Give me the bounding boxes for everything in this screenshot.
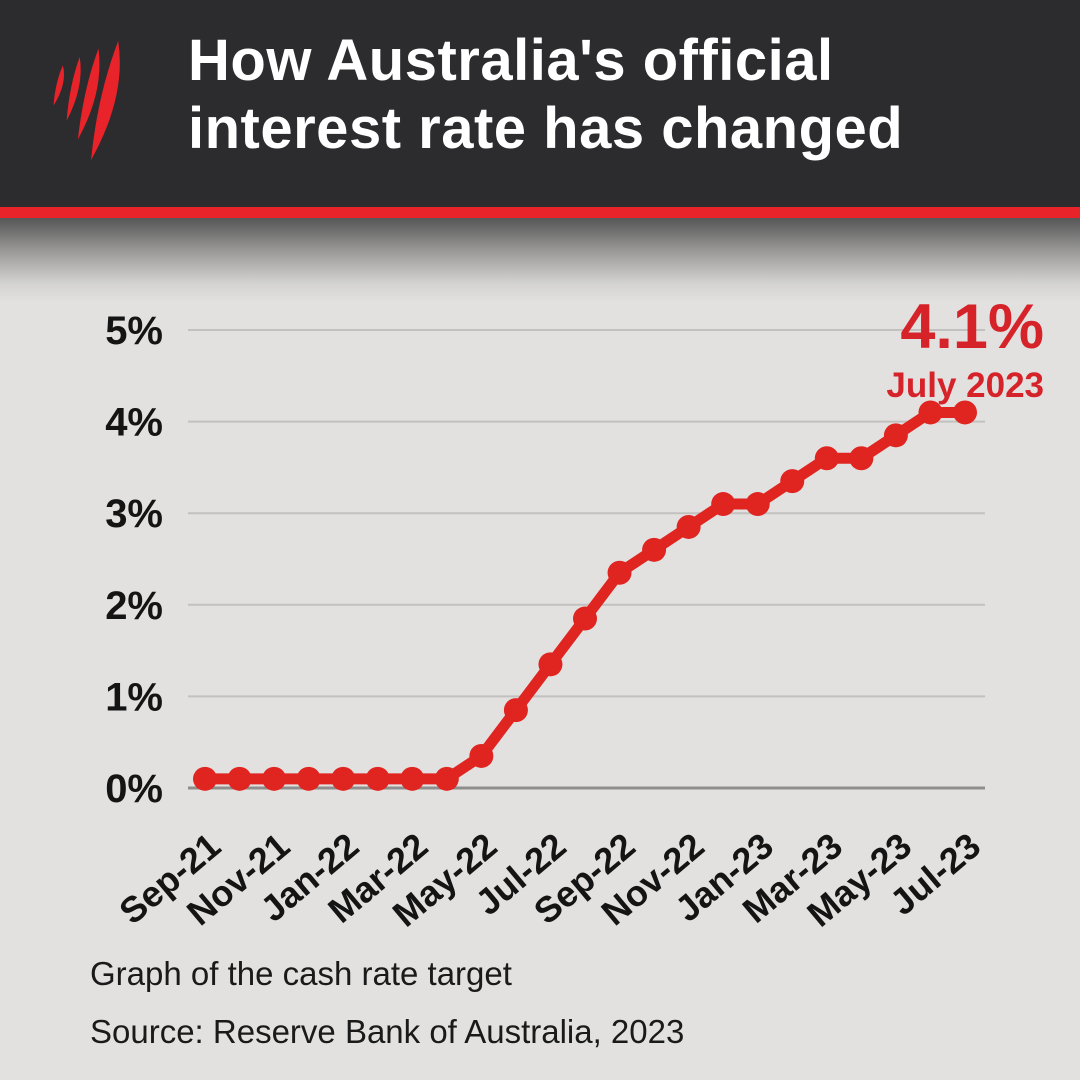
data-point [193,766,217,791]
data-point [296,766,321,791]
footer: Graph of the cash rate target Source: Re… [90,952,684,1067]
data-point [883,423,908,448]
page-title: How Australia's official interest rate h… [188,27,903,163]
data-point [745,492,770,517]
latest-value-annotation: 4.1% July 2023 [886,292,1044,405]
header: How Australia's official interest rate h… [0,0,1080,207]
header-shadow-gradient [0,218,1080,302]
page-title-line2: interest rate has changed [188,96,904,161]
chart-caption: Graph of the cash rate target [90,955,512,992]
y-tick-label: 1% [105,675,163,719]
data-point [607,560,632,585]
data-point [642,537,667,562]
y-tick-label: 5% [105,309,163,353]
cash-rate-line [199,406,971,785]
data-point [469,743,494,768]
sbs-logo-icon [53,40,120,161]
y-tick-label: 0% [105,767,163,811]
latest-value-label: 4.1% [900,292,1044,362]
y-tick-label: 2% [105,584,163,628]
data-point [538,652,563,677]
brand-stripe-divider [0,207,1080,218]
data-point [400,766,425,791]
data-point [503,698,528,723]
data-point [918,400,943,425]
data-point [953,400,977,425]
data-point [676,514,701,539]
data-point [814,446,839,471]
source-credit: Source: Reserve Bank of Australia, 2023 [90,1012,685,1050]
data-point [711,492,736,517]
data-point [331,766,356,791]
y-tick-label: 3% [105,492,163,536]
page-title-line1: How Australia's official [188,28,834,93]
data-point [780,469,805,494]
data-point [365,766,390,791]
data-point [227,766,252,791]
data-point [849,446,874,471]
data-point [434,766,459,791]
data-point [262,766,287,791]
latest-value-date: July 2023 [886,366,1044,405]
data-point [573,606,597,631]
y-tick-label: 4% [105,401,163,445]
